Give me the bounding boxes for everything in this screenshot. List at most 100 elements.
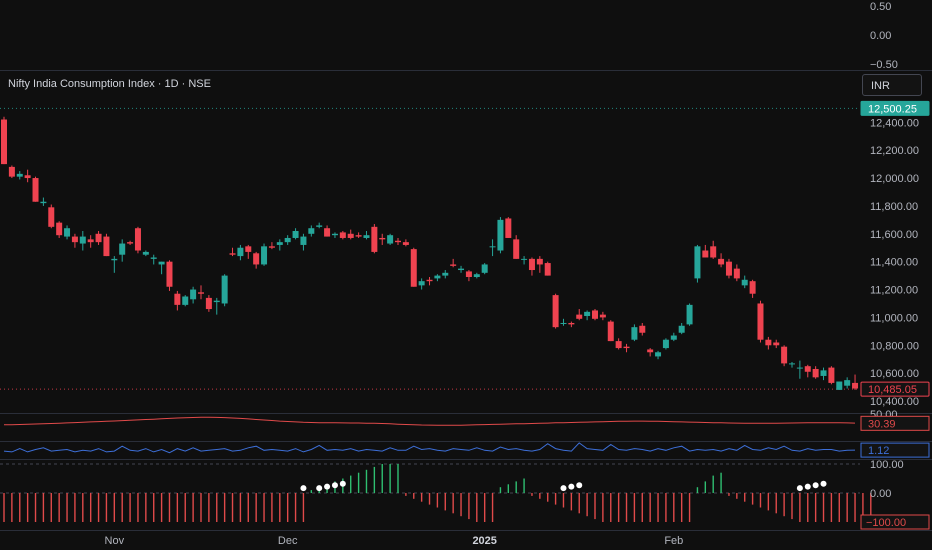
candle-body — [442, 272, 449, 276]
candle-body — [844, 380, 851, 386]
candle-body — [339, 232, 346, 238]
price-y-tick: 12,000.00 — [870, 173, 919, 185]
candle-body — [828, 367, 835, 383]
price-y-tick: 11,800.00 — [870, 201, 918, 213]
candle-body — [111, 258, 118, 261]
candle-body — [678, 325, 685, 333]
candle-body — [741, 279, 748, 286]
candle-body — [749, 281, 756, 294]
candle-body — [40, 201, 47, 204]
candle-body — [64, 228, 71, 237]
candle-body — [284, 237, 291, 243]
osc-tag-bg — [860, 514, 930, 530]
candle-body — [87, 239, 94, 243]
candle-body — [725, 261, 732, 276]
candle-body — [268, 246, 275, 248]
candle-body — [229, 253, 236, 255]
candle-body — [505, 218, 512, 238]
osc-marker — [812, 482, 819, 489]
ratio-pane: 1.12 — [3, 442, 930, 458]
price-y-tick: 10,600.00 — [870, 368, 919, 380]
currency-selector[interactable]: INR — [862, 74, 922, 96]
top-indicator-pane: 0.50 0.00 −0.50 — [870, 1, 898, 71]
price-y-tick: 12,200.00 — [870, 145, 919, 157]
candle-body — [710, 246, 717, 258]
candle-body — [127, 242, 134, 244]
candle-body — [347, 233, 354, 238]
candle-body — [103, 236, 110, 257]
candle-body — [261, 246, 268, 265]
candle-body — [528, 258, 535, 271]
osc-y-tick: 0.00 — [870, 488, 891, 500]
last-price-tag-bg — [860, 381, 930, 397]
candle-body — [371, 226, 378, 252]
candle-body — [465, 271, 472, 277]
candle-body — [584, 311, 591, 317]
candle-body — [71, 236, 78, 243]
candle-body — [8, 166, 15, 177]
price-y-tick: 11,600.00 — [870, 229, 918, 241]
candle-body — [686, 304, 693, 325]
candle-body — [757, 303, 764, 340]
candle-body — [670, 335, 677, 340]
osc-marker — [804, 483, 811, 490]
candle-body — [607, 321, 614, 342]
osc-tag: −100.00 — [866, 517, 906, 529]
candle-body — [221, 275, 228, 304]
candle-body — [458, 268, 465, 271]
time-axis-tick: Nov — [105, 535, 125, 547]
candle-body — [662, 339, 669, 349]
ratio-tag-bg — [860, 442, 930, 458]
candle-body — [450, 264, 457, 266]
candle-body — [253, 253, 260, 265]
candle-body — [316, 225, 323, 227]
candle-body — [190, 289, 197, 300]
candle-body — [134, 228, 141, 251]
previous-close-tag: 12,500.25 — [868, 103, 917, 115]
candle-body — [119, 243, 126, 255]
candle-body — [32, 178, 39, 202]
grid-lines — [0, 70, 932, 531]
price-y-tick: 10,400.00 — [870, 396, 919, 408]
time-axis[interactable]: Nov Dec 2025 Feb — [105, 535, 684, 547]
candle-body — [773, 342, 780, 346]
osc-marker — [339, 480, 346, 487]
osc-marker — [324, 483, 331, 490]
time-axis-tick: Dec — [278, 535, 298, 547]
price-candles[interactable] — [0, 107, 860, 390]
price-axis[interactable]: 12,400.00 12,200.00 12,000.00 11,800.00 11,6… — [860, 100, 930, 408]
osc-marker — [796, 485, 803, 492]
price-y-tick: 12,400.00 — [870, 117, 919, 129]
candle-body — [237, 247, 244, 257]
candle-body — [292, 231, 299, 238]
price-y-tick: 11,000.00 — [870, 312, 918, 324]
candle-body — [300, 236, 307, 245]
candle-body — [615, 341, 622, 349]
candle-body — [331, 233, 338, 236]
last-price-tag: 10,485.05 — [868, 384, 917, 396]
candle-body — [245, 246, 252, 252]
candle-body — [804, 366, 811, 372]
osc-marker — [576, 482, 583, 489]
candle-body — [781, 346, 788, 364]
previous-close-tag-bg — [860, 100, 930, 116]
candle-body — [48, 207, 55, 227]
osc-marker — [820, 480, 827, 487]
price-y-tick: 11,400.00 — [870, 257, 918, 269]
candle-body — [213, 300, 220, 303]
candle-body — [765, 339, 772, 346]
candle-body — [1, 119, 7, 165]
candle-body — [647, 349, 654, 353]
price-y-tick: 10,800.00 — [870, 340, 919, 352]
candle-body — [24, 175, 31, 179]
candle-body — [16, 173, 23, 177]
candle-body — [79, 236, 86, 244]
candle-body — [789, 363, 795, 365]
time-axis-tick: 2025 — [472, 535, 496, 547]
candle-body — [852, 382, 859, 389]
candle-body — [355, 235, 362, 237]
candle-body — [733, 268, 740, 279]
candle-body — [56, 222, 63, 236]
